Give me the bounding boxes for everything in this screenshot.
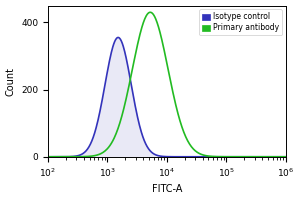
Y-axis label: Count: Count (6, 67, 16, 96)
X-axis label: FITC-A: FITC-A (152, 184, 182, 194)
Legend: Isotype control, Primary antibody: Isotype control, Primary antibody (199, 9, 282, 35)
